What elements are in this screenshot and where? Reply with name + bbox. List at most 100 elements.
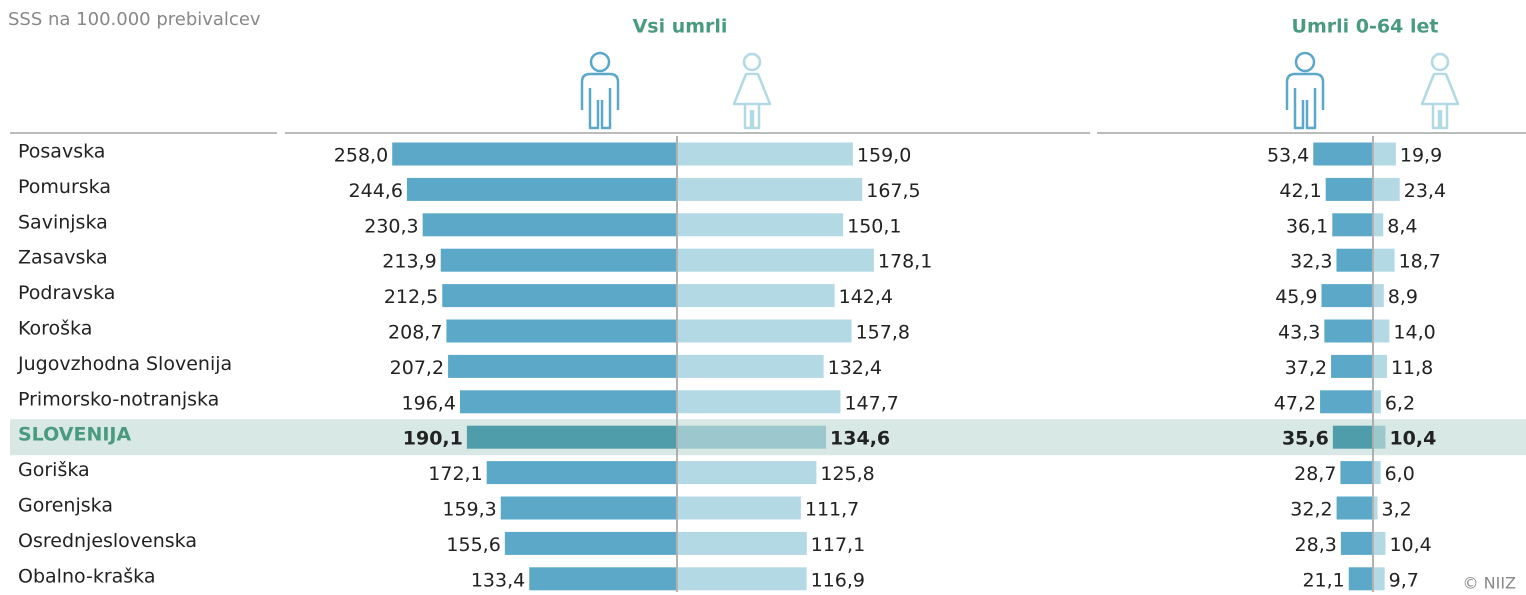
value-label: 117,1 xyxy=(811,534,865,556)
value-label: 111,7 xyxy=(805,499,859,521)
bar xyxy=(486,461,676,485)
panel-title: Vsi umrli xyxy=(633,16,728,38)
bar xyxy=(440,248,676,272)
value-label: 147,7 xyxy=(844,392,898,414)
bar xyxy=(529,567,676,591)
bar xyxy=(504,531,676,555)
bar xyxy=(678,248,874,272)
bar xyxy=(1374,531,1386,555)
category-label: SLOVENIJA xyxy=(18,424,131,446)
bar xyxy=(678,531,807,555)
value-label: 8,4 xyxy=(1387,215,1417,237)
bar xyxy=(678,284,835,308)
value-label: 213,9 xyxy=(382,251,436,273)
value-label: 208,7 xyxy=(388,322,442,344)
panel-title: Umrli 0-64 let xyxy=(1292,16,1439,38)
bar xyxy=(1374,142,1396,166)
category-label: Savinjska xyxy=(18,211,108,233)
bar xyxy=(1374,354,1387,378)
category-label: Posavska xyxy=(18,141,105,163)
bar xyxy=(1332,425,1372,449)
value-label: 196,4 xyxy=(402,392,456,414)
value-label: 157,8 xyxy=(856,322,910,344)
credit: © NIIZ xyxy=(1463,574,1516,593)
value-label: 11,8 xyxy=(1391,357,1433,379)
bar xyxy=(1340,461,1372,485)
female-icon xyxy=(732,52,772,130)
bar xyxy=(1374,284,1384,308)
bar xyxy=(1374,177,1400,201)
value-label: 116,9 xyxy=(811,569,865,591)
value-label: 172,1 xyxy=(428,463,482,485)
value-label: 155,6 xyxy=(446,534,500,556)
value-label: 190,1 xyxy=(403,428,463,450)
bar xyxy=(1336,248,1372,272)
value-label: 6,0 xyxy=(1385,463,1415,485)
value-label: 230,3 xyxy=(364,215,418,237)
value-label: 10,4 xyxy=(1389,534,1431,556)
male-icon xyxy=(580,51,620,130)
value-label: 23,4 xyxy=(1404,180,1446,202)
category-label: Gorenjska xyxy=(18,495,113,517)
value-label: 47,2 xyxy=(1274,392,1316,414)
value-label: 6,2 xyxy=(1385,392,1415,414)
value-label: 21,1 xyxy=(1302,569,1344,591)
value-label: 134,6 xyxy=(830,428,890,450)
bar xyxy=(1321,284,1372,308)
bar xyxy=(678,142,853,166)
category-label: Podravska xyxy=(18,282,115,304)
value-label: 132,4 xyxy=(828,357,882,379)
category-label: Primorsko-notranjska xyxy=(18,388,219,410)
category-label: Koroška xyxy=(18,318,92,340)
bar xyxy=(466,425,676,449)
female-icon xyxy=(1420,52,1460,130)
value-label: 28,3 xyxy=(1295,534,1337,556)
value-label: 53,4 xyxy=(1267,145,1309,167)
bar xyxy=(1324,319,1372,343)
bar xyxy=(1348,567,1372,591)
bar xyxy=(1331,354,1372,378)
bar xyxy=(1374,248,1395,272)
male-icon xyxy=(1285,51,1325,130)
bar xyxy=(1332,213,1372,237)
value-label: 159,3 xyxy=(442,499,496,521)
value-label: 178,1 xyxy=(878,251,932,273)
value-label: 125,8 xyxy=(820,463,874,485)
bar xyxy=(678,496,801,520)
bar xyxy=(678,177,863,201)
bar xyxy=(459,390,676,414)
bar xyxy=(1313,142,1372,166)
value-label: 212,5 xyxy=(384,286,438,308)
value-label: 18,7 xyxy=(1399,251,1441,273)
value-label: 258,0 xyxy=(334,145,388,167)
value-label: 36,1 xyxy=(1286,215,1328,237)
bar xyxy=(1320,390,1372,414)
value-label: 3,2 xyxy=(1382,499,1412,521)
value-label: 150,1 xyxy=(847,215,901,237)
value-label: 42,1 xyxy=(1279,180,1321,202)
bar xyxy=(678,567,807,591)
value-label: 133,4 xyxy=(471,569,525,591)
value-label: 167,5 xyxy=(866,180,920,202)
value-label: 244,6 xyxy=(349,180,403,202)
value-label: 43,3 xyxy=(1278,322,1320,344)
category-label: Osrednjeslovenska xyxy=(18,530,197,552)
bar xyxy=(406,177,676,201)
value-label: 10,4 xyxy=(1389,428,1436,450)
value-label: 159,0 xyxy=(857,145,911,167)
value-label: 14,0 xyxy=(1393,322,1435,344)
value-label: 32,3 xyxy=(1290,251,1332,273)
bar xyxy=(678,461,817,485)
value-label: 28,7 xyxy=(1294,463,1336,485)
value-label: 37,2 xyxy=(1285,357,1327,379)
bar xyxy=(1374,567,1385,591)
bar xyxy=(1340,531,1372,555)
bar xyxy=(422,213,676,237)
bar xyxy=(678,354,824,378)
bar xyxy=(1374,461,1381,485)
value-label: 35,6 xyxy=(1282,428,1329,450)
bar xyxy=(1374,496,1378,520)
category-label: Obalno-kraška xyxy=(18,565,155,587)
bar xyxy=(1374,425,1386,449)
